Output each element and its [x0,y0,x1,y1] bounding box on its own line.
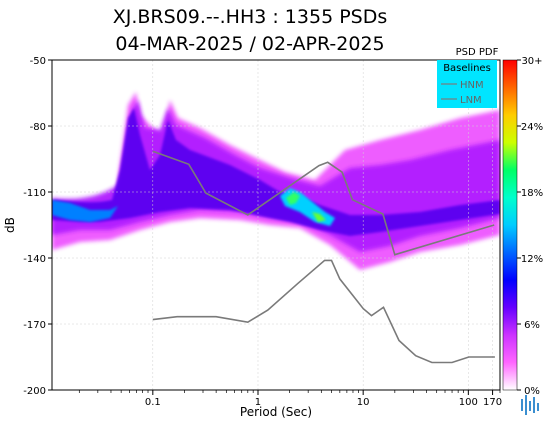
legend: Baselines HNM LNM [437,60,497,108]
x-tick-label: 170 [483,397,502,408]
x-tick-label: 0.1 [145,397,161,408]
pdf-peak-cluster-2 [312,212,326,222]
x-tick-label: 100 [459,397,478,408]
colorbar-tick-label: 6% [524,320,540,331]
legend-entry-lnm: LNM [460,95,482,106]
x-tick-label: 10 [357,397,370,408]
pdf-mode-band [52,108,500,236]
y-axis: -50 -80 -110 -140 -170 -200 [23,56,52,397]
baseline-curves [152,150,495,364]
y-tick-label: -200 [23,386,46,397]
iris-logo-icon [521,395,539,415]
y-tick-label: -50 [30,56,46,67]
chart-title-daterange: 04-MAR-2025 / 02-APR-2025 [115,33,385,55]
plot-frame [51,59,501,391]
legend-title: Baselines [443,63,491,74]
colorbar-title: PSD PDF [456,47,499,58]
y-tick-label: -170 [23,320,46,331]
colorbar-tick-label: 12% [521,254,543,265]
colorbar [502,59,518,391]
legend-entry-hnm: HNM [460,80,484,91]
colorbar-ticks: 0% 6% 12% 18% 24% 30+ [517,56,543,397]
y-tick-label: -80 [30,122,46,133]
chart-title-station: XJ.BRS09.--.HH3 : 1355 PSDs [112,6,388,28]
x-axis: 0.1 1 10 100 170 [78,390,502,408]
y-axis-label: dB [3,217,17,233]
colorbar-tick-label: 24% [521,122,543,133]
series-hnm [152,150,495,256]
y-tick-label: -110 [23,188,46,199]
colorbar-tick-label: 30+ [521,56,542,67]
pdf-peak-cluster [286,192,300,205]
pdf-high-cluster-left [52,200,118,222]
y-tick-label: -140 [23,254,46,265]
x-tick-label: 1 [255,397,261,408]
x-axis-label: Period (Sec) [240,405,312,419]
colorbar-tick-label: 18% [521,188,543,199]
colorbar-tick-label: 0% [524,386,540,397]
series-lnm [152,259,495,364]
pdf-density [52,92,500,270]
